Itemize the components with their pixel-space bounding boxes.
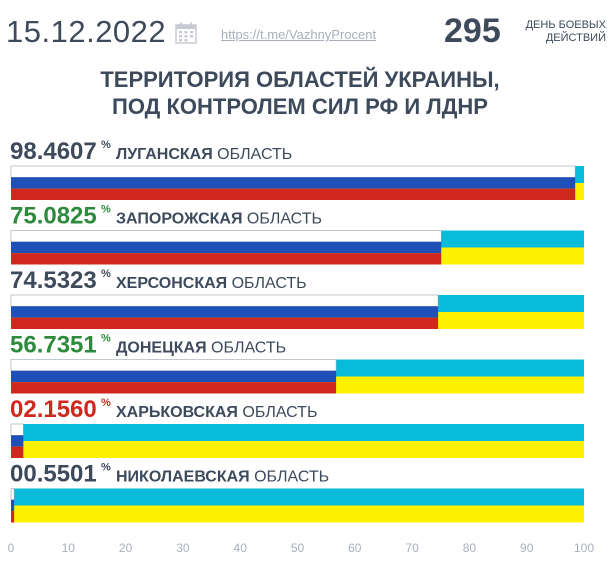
region-label: ДОНЕЦКАЯ ОБЛАСТЬ — [116, 340, 286, 357]
ua-bar-blue — [11, 424, 584, 441]
value-label: 00.5501 — [10, 461, 97, 488]
day-label-line1: ДЕНЬ БОЕВЫХ — [525, 19, 606, 31]
x-tick-label: 60 — [348, 541, 362, 555]
date: 15.12.2022 — [6, 14, 167, 49]
region-label: ЛУГАНСКАЯ ОБЛАСТЬ — [116, 146, 292, 163]
x-tick-label: 30 — [176, 541, 190, 555]
telegram-link[interactable]: https://t.me/VazhnyProcent — [221, 27, 377, 42]
ru-bar-blue — [11, 499, 15, 512]
x-tick-label: 0 — [8, 541, 15, 555]
ru-bar-red — [11, 511, 15, 523]
ru-bar-blue — [11, 370, 337, 383]
x-tick-label: 40 — [234, 541, 248, 555]
region-label: ХЕРСОНСКАЯ ОБЛАСТЬ — [116, 275, 307, 292]
ru-bar-red — [11, 253, 442, 265]
day-label-line2: ДЕЙСТВИЙ — [545, 32, 606, 44]
region-label: ЗАПОРОЖСКАЯ ОБЛАСТЬ — [116, 211, 322, 228]
x-tick-label: 100 — [574, 541, 594, 555]
x-tick-label: 50 — [291, 541, 305, 555]
value-label: 74.5323 — [10, 267, 97, 294]
percent-label: % — [101, 268, 111, 280]
ru-bar-white — [10, 488, 15, 501]
value-label: 98.4607 — [10, 138, 97, 165]
ua-bar-yellow — [11, 505, 584, 523]
ru-bar-blue — [11, 241, 442, 254]
ru-bar-white — [10, 294, 439, 307]
percent-label: % — [101, 139, 111, 151]
chart-title-line1: ТЕРРИТОРИЯ ОБЛАСТЕЙ УКРАИНЫ, — [100, 67, 500, 92]
chart-title-line2: ПОД КОНТРОЛЕМ СИЛ РФ И ЛДНР — [112, 94, 488, 119]
percent-label: % — [101, 333, 111, 345]
x-tick-label: 20 — [119, 541, 133, 555]
day-label: ДЕНЬ БОЕВЫХ ДЕЙСТВИЙ — [496, 19, 606, 45]
percent-label: % — [101, 462, 111, 474]
ru-bar-red — [11, 317, 439, 329]
percent-label: % — [101, 397, 111, 409]
x-tick-label: 10 — [62, 541, 76, 555]
x-tick-label: 80 — [463, 541, 477, 555]
header: 15.12.2022 https://t.me/VazhnyProcent 29… — [0, 0, 614, 58]
ru-bar-red — [11, 382, 337, 394]
ru-bar-blue — [11, 435, 24, 447]
ru-bar-red — [11, 188, 576, 200]
value-label: 02.1560 — [10, 396, 97, 423]
ru-bar-white — [10, 359, 337, 372]
x-tick-label: 70 — [405, 541, 419, 555]
value-label: 75.0825 — [10, 203, 97, 230]
x-tick-label: 90 — [520, 541, 534, 555]
percent-label: % — [101, 204, 111, 216]
ua-bar-blue — [11, 488, 584, 506]
chart-title: ТЕРРИТОРИЯ ОБЛАСТЕЙ УКРАИНЫ, ПОД КОНТРОЛ… — [0, 66, 600, 120]
value-label: 56.7351 — [10, 332, 97, 359]
region-label: НИКОЛАЕВСКАЯ ОБЛАСТЬ — [116, 469, 329, 486]
ru-bar-white — [10, 165, 576, 178]
ua-bar-yellow — [11, 441, 584, 458]
ru-bar-blue — [11, 177, 576, 189]
ru-bar-white — [10, 423, 24, 436]
day-count: 295 — [444, 12, 501, 50]
ru-bar-red — [11, 446, 24, 458]
region-label: ХАРЬКОВСКАЯ ОБЛАСТЬ — [116, 404, 317, 421]
calendar-icon — [175, 22, 197, 44]
ru-bar-white — [10, 230, 442, 243]
ru-bar-blue — [11, 306, 439, 318]
